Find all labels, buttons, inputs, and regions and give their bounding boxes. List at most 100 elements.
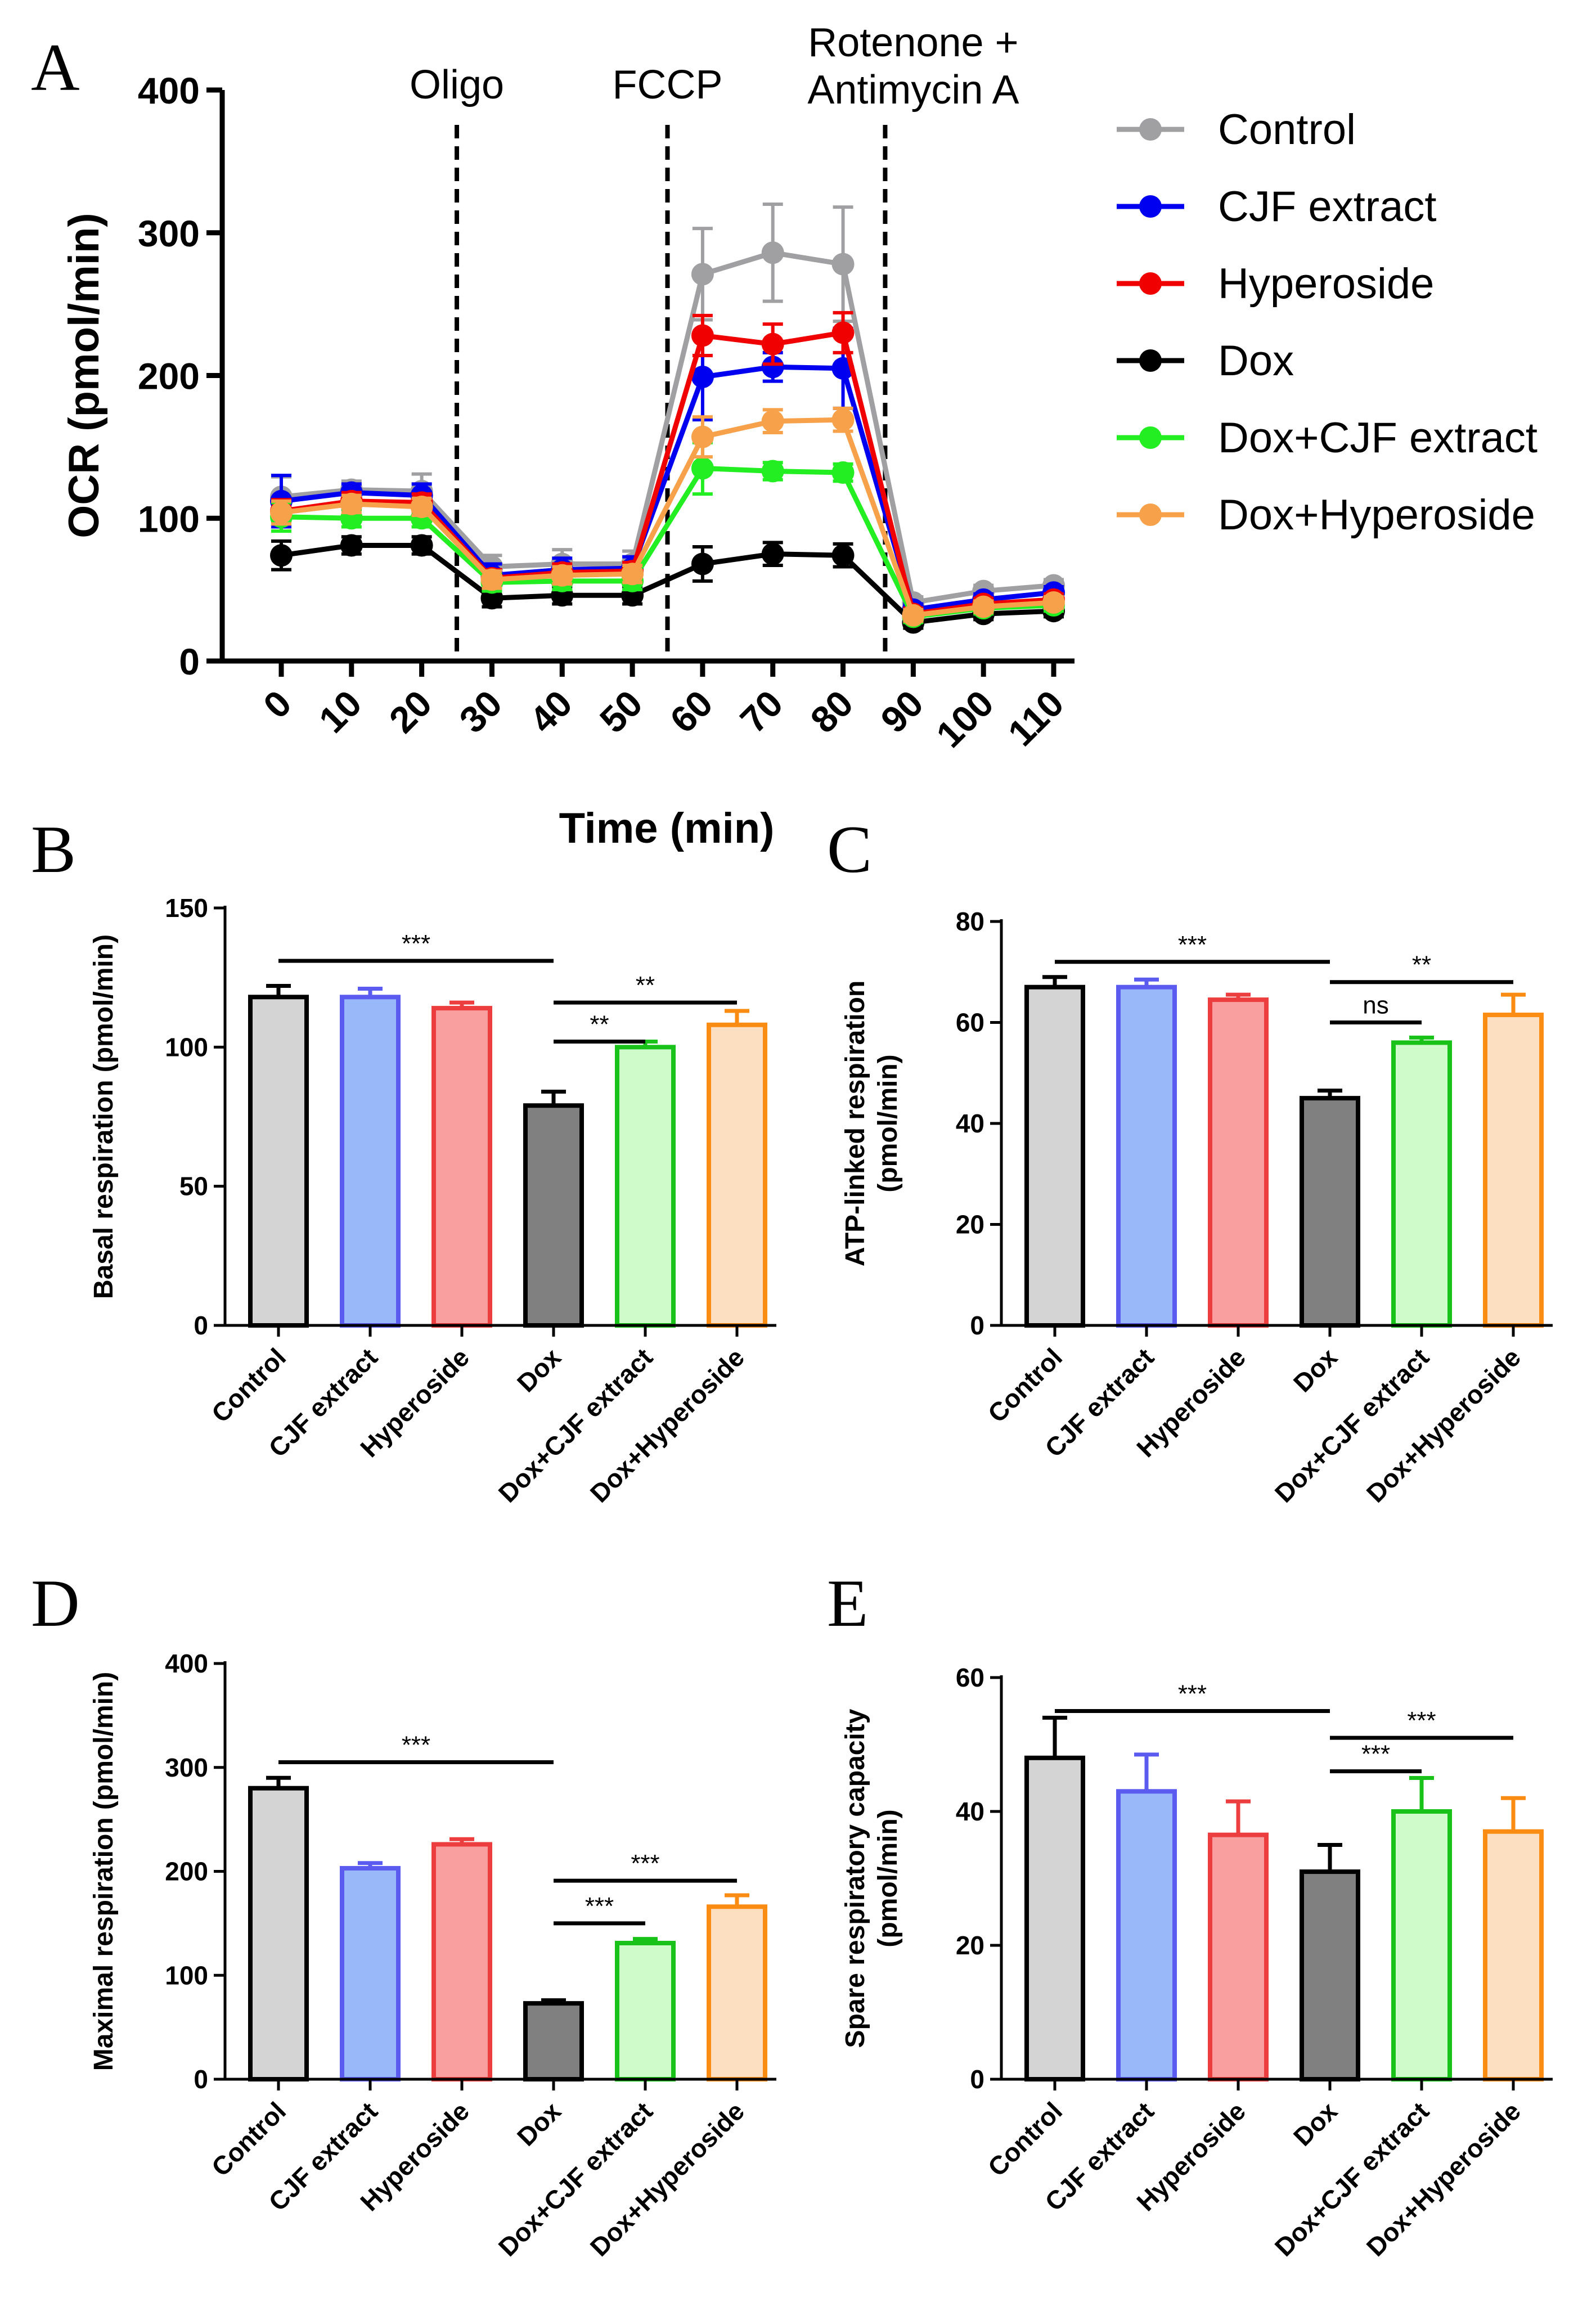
y-tick-label: 300 bbox=[138, 213, 200, 254]
series-dox-hyperoside bbox=[270, 406, 1065, 627]
x-tick-label-dox-cjf-extract: Dox+CJF extract bbox=[493, 1342, 658, 1508]
x-tick-label: 110 bbox=[1000, 682, 1072, 754]
x-tick-label: 40 bbox=[521, 682, 580, 741]
panel-letter-a: A bbox=[31, 30, 80, 105]
panel-letter-e: E bbox=[827, 1566, 868, 1640]
significance-label: ** bbox=[636, 972, 655, 999]
x-tick-label-dox-hyperoside: Dox+Hyperoside bbox=[585, 2096, 750, 2261]
bar-hyperoside bbox=[431, 1006, 492, 1328]
x-tick-label-dox-cjf-extract: Dox+CJF extract bbox=[1269, 1342, 1435, 1508]
y-tick-label: 400 bbox=[138, 70, 200, 111]
bar-dox-hyperoside bbox=[1483, 1829, 1544, 2081]
significance-label: *** bbox=[1361, 1741, 1390, 1768]
data-point-dox-hyperoside bbox=[902, 604, 925, 627]
x-tick-label-dox: Dox bbox=[1288, 1342, 1343, 1398]
data-point-dox-hyperoside bbox=[270, 501, 293, 524]
legend-marker-hyperoside bbox=[1139, 272, 1162, 295]
series-line-dox bbox=[281, 542, 1054, 626]
data-point-dox-hyperoside bbox=[761, 410, 784, 433]
legend-marker-dox-hyperoside bbox=[1139, 503, 1162, 526]
injection-label-fccp: FCCP bbox=[613, 62, 723, 107]
panel-letter-d: D bbox=[31, 1566, 80, 1640]
y-tick-label: 400 bbox=[165, 1649, 208, 1678]
bar-dox-hyperoside bbox=[707, 1022, 767, 1328]
panel-letter-c: C bbox=[827, 812, 872, 887]
data-point-dox-hyperoside bbox=[1042, 591, 1065, 614]
y-tick-label: 200 bbox=[165, 1857, 208, 1886]
bar-dox bbox=[1300, 1869, 1360, 2082]
y-tick-label: 300 bbox=[165, 1753, 208, 1782]
y-tick-label: 0 bbox=[179, 641, 200, 682]
significance-label: *** bbox=[402, 1732, 430, 1759]
injection-label-rotenone-antimycin-a: Antimycin A bbox=[807, 68, 1019, 113]
legend-label-dox-hyperoside: Dox+Hyperoside bbox=[1218, 491, 1535, 539]
data-point-cjf-extract bbox=[761, 356, 784, 379]
data-point-dox bbox=[761, 542, 784, 565]
x-tick-label: 80 bbox=[802, 682, 861, 741]
data-point-dox-hyperoside bbox=[972, 595, 995, 618]
x-tick-label-dox-hyperoside: Dox+Hyperoside bbox=[1361, 1342, 1526, 1508]
series-line-cjf-extract bbox=[281, 364, 1054, 613]
x-tick-label: 90 bbox=[873, 682, 931, 741]
bar-cjf-extract bbox=[1116, 984, 1177, 1328]
x-axis-title: Time (min) bbox=[559, 804, 775, 852]
data-point-hyperoside bbox=[761, 332, 784, 356]
data-point-hyperoside bbox=[691, 324, 714, 347]
y-tick-label: 0 bbox=[970, 1311, 984, 1340]
injection-label-rotenone-antimycin-a: Rotenone + bbox=[808, 20, 1018, 65]
x-tick-label-control: Control bbox=[982, 1342, 1068, 1428]
y-tick-label: 100 bbox=[138, 498, 200, 539]
data-point-control bbox=[761, 241, 784, 264]
x-tick-label: 100 bbox=[928, 682, 1001, 756]
y-tick-label: 60 bbox=[956, 1663, 984, 1692]
legend-marker-dox-cjf-extract bbox=[1139, 426, 1162, 449]
legend-label-dox: Dox bbox=[1218, 337, 1294, 385]
data-point-dox-cjf-extract bbox=[831, 461, 855, 484]
x-tick-label-dox: Dox bbox=[1288, 2096, 1343, 2152]
significance-label: ** bbox=[1412, 951, 1431, 979]
legend-label-hyperoside: Hyperoside bbox=[1218, 260, 1434, 308]
bar-hyperoside bbox=[431, 1842, 492, 2082]
x-tick-label-dox-cjf-extract: Dox+CJF extract bbox=[1269, 2096, 1435, 2261]
y-tick-label: 50 bbox=[179, 1172, 208, 1201]
y-tick-label: 0 bbox=[194, 2065, 208, 2094]
bar-control bbox=[248, 1786, 309, 2081]
y-tick-label: 200 bbox=[138, 356, 200, 397]
bar-control bbox=[248, 995, 309, 1328]
panel-letter-b: B bbox=[31, 812, 76, 887]
y-tick-label: 40 bbox=[956, 1109, 984, 1138]
y-tick-label: 100 bbox=[165, 1032, 208, 1062]
y-tick-label: 150 bbox=[165, 893, 208, 923]
bar-hyperoside bbox=[1208, 1832, 1269, 2081]
bar-cjf-extract bbox=[1116, 1789, 1177, 2082]
x-tick-label-dox: Dox bbox=[511, 1342, 567, 1398]
legend-marker-control bbox=[1139, 118, 1162, 141]
data-point-dox-hyperoside bbox=[410, 495, 433, 518]
significance-label: *** bbox=[585, 1892, 614, 1920]
x-tick-label: 30 bbox=[451, 682, 510, 741]
legend-label-dox-cjf-extract: Dox+CJF extract bbox=[1218, 414, 1537, 462]
data-point-dox-hyperoside bbox=[480, 568, 503, 591]
data-point-control bbox=[691, 263, 714, 286]
y-tick-label: 40 bbox=[956, 1797, 984, 1826]
x-tick-label: 50 bbox=[592, 682, 650, 741]
series-line-control bbox=[281, 250, 1054, 606]
y-axis-title: Spare respiratory capacity bbox=[840, 1708, 870, 2048]
x-tick-label: 20 bbox=[381, 682, 439, 741]
bar-dox-cjf-extract bbox=[615, 1940, 676, 2082]
data-point-dox-hyperoside bbox=[551, 564, 574, 587]
y-tick-label: 20 bbox=[956, 1210, 984, 1239]
data-point-dox bbox=[270, 544, 293, 567]
bar-dox-cjf-extract bbox=[615, 1045, 676, 1328]
bar-dox-cjf-extract bbox=[1391, 1040, 1452, 1328]
y-tick-label: 20 bbox=[956, 1931, 984, 1960]
x-tick-label: 70 bbox=[732, 682, 790, 741]
bar-control bbox=[1024, 1755, 1085, 2082]
data-point-cjf-extract bbox=[691, 366, 714, 389]
x-tick-label: 60 bbox=[662, 682, 721, 741]
legend-label-cjf-extract: CJF extract bbox=[1218, 183, 1437, 231]
data-point-hyperoside bbox=[831, 321, 855, 344]
bar-dox bbox=[523, 2001, 584, 2082]
